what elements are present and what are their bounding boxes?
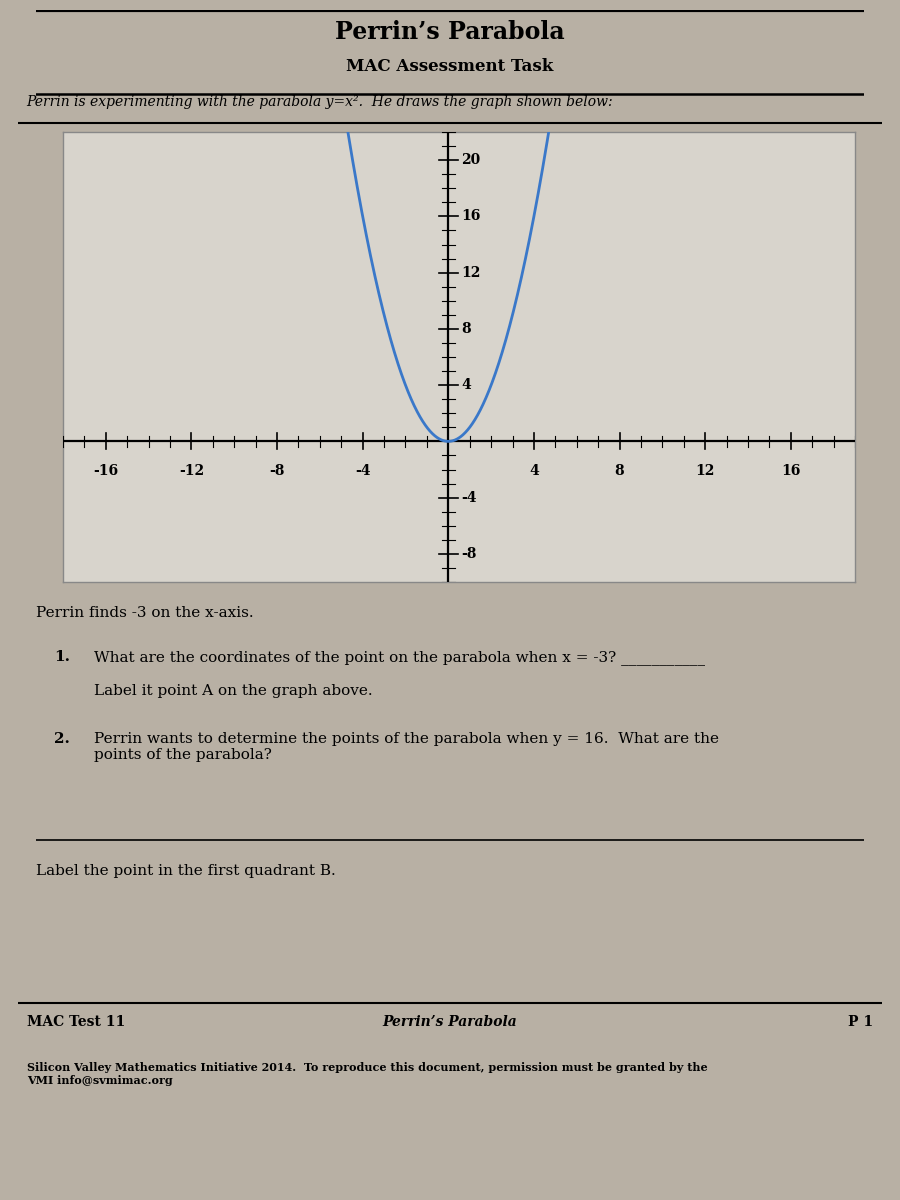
Text: 8: 8 [615, 464, 625, 478]
Text: -16: -16 [94, 464, 119, 478]
Text: 4: 4 [529, 464, 539, 478]
Text: 1.: 1. [54, 650, 70, 665]
Text: MAC Test 11: MAC Test 11 [27, 1015, 125, 1030]
Text: 12: 12 [696, 464, 715, 478]
Text: Silicon Valley Mathematics Initiative 2014.  To reproduce this document, permiss: Silicon Valley Mathematics Initiative 20… [27, 1062, 707, 1086]
Text: 16: 16 [461, 209, 481, 223]
Text: 20: 20 [461, 154, 481, 167]
Text: Label the point in the first quadrant B.: Label the point in the first quadrant B. [36, 864, 336, 878]
Text: Perrin is experimenting with the parabola y=x².  He draws the graph shown below:: Perrin is experimenting with the parabol… [27, 95, 613, 109]
Text: 16: 16 [781, 464, 800, 478]
Text: -12: -12 [179, 464, 204, 478]
Text: What are the coordinates of the point on the parabola when x = -3? ___________: What are the coordinates of the point on… [94, 650, 706, 665]
Text: 8: 8 [461, 322, 471, 336]
Text: -4: -4 [355, 464, 371, 478]
Text: Perrin’s Parabola: Perrin’s Parabola [382, 1015, 518, 1030]
Text: 2.: 2. [54, 732, 70, 746]
Text: 12: 12 [461, 265, 481, 280]
Text: Perrin wants to determine the points of the parabola when y = 16.  What are the
: Perrin wants to determine the points of … [94, 732, 719, 762]
Text: Perrin’s Parabola: Perrin’s Parabola [335, 20, 565, 44]
Text: 4: 4 [461, 378, 471, 392]
Text: MAC Assessment Task: MAC Assessment Task [346, 58, 554, 74]
Text: P 1: P 1 [848, 1015, 873, 1030]
Text: Perrin finds -3 on the x-axis.: Perrin finds -3 on the x-axis. [36, 606, 254, 620]
Text: -8: -8 [461, 547, 476, 560]
Text: Label it point A on the graph above.: Label it point A on the graph above. [94, 684, 374, 698]
Text: -8: -8 [269, 464, 284, 478]
Text: -4: -4 [461, 491, 477, 505]
